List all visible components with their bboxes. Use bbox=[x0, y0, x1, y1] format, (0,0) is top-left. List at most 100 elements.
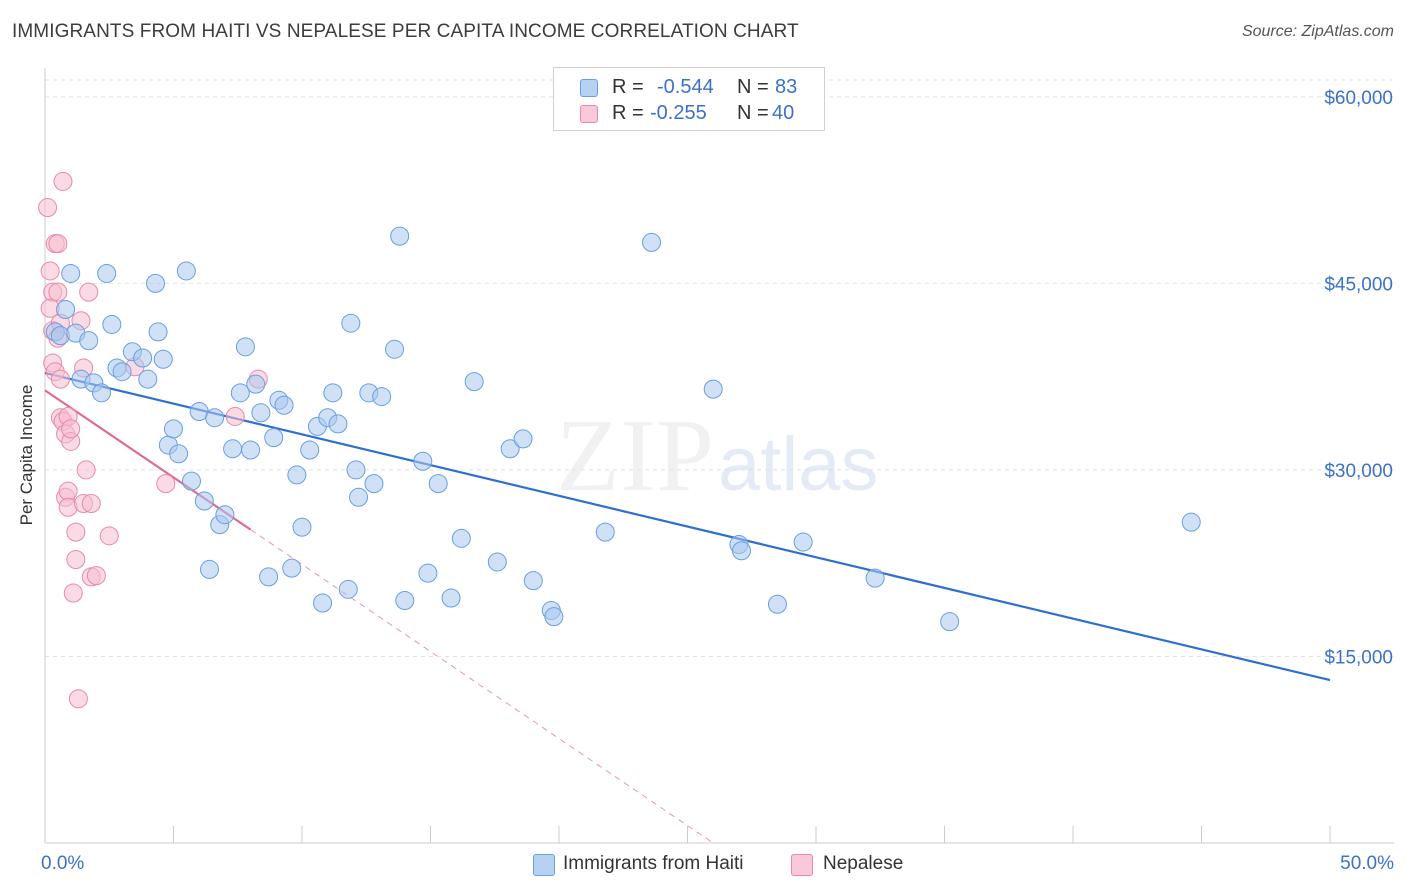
haiti-point bbox=[164, 419, 183, 439]
haiti-point bbox=[323, 383, 343, 403]
haiti-point bbox=[138, 369, 158, 389]
nepalese-point bbox=[48, 234, 68, 254]
haiti-point bbox=[79, 331, 99, 351]
haiti-point bbox=[940, 612, 960, 632]
haiti-point bbox=[215, 505, 235, 525]
haiti-point bbox=[642, 232, 662, 252]
chart-source: Source: ZipAtlas.com bbox=[1241, 23, 1394, 40]
haiti-point bbox=[523, 571, 543, 591]
haiti-point bbox=[595, 522, 615, 542]
chart-title: IMMIGRANTS FROM HAITI VS NEPALESE PER CA… bbox=[12, 21, 799, 42]
gridlines bbox=[45, 79, 1394, 657]
haiti-point bbox=[176, 261, 196, 281]
nepalese-point bbox=[61, 419, 81, 439]
legend-haiti-label: Immigrants from Haiti bbox=[563, 853, 744, 874]
haiti-point bbox=[338, 579, 358, 599]
n-value: 40 bbox=[772, 102, 795, 124]
haiti-point bbox=[61, 263, 81, 283]
haiti-point bbox=[148, 322, 168, 342]
haiti-point bbox=[205, 408, 225, 428]
nepalese-point bbox=[225, 406, 245, 426]
haiti-point bbox=[865, 568, 885, 588]
n-label: N = bbox=[737, 102, 769, 124]
haiti-point bbox=[395, 591, 415, 611]
nepalese-point bbox=[68, 689, 88, 709]
haiti-point bbox=[181, 471, 201, 491]
haiti-point bbox=[287, 465, 307, 485]
haiti-point bbox=[169, 444, 189, 464]
haiti-point bbox=[259, 567, 279, 587]
legend-nepalese-swatch bbox=[791, 854, 813, 876]
nepalese-point bbox=[40, 261, 60, 281]
haiti-point bbox=[341, 313, 361, 333]
haiti-point bbox=[313, 593, 333, 613]
haiti-point bbox=[487, 552, 507, 572]
y-tick-labels: $15,000 $30,000 $45,000 $60,000 bbox=[1324, 88, 1393, 669]
haiti-point bbox=[241, 440, 261, 460]
haiti-point bbox=[390, 226, 410, 246]
x-tick-labels: 0.0% 50.0% bbox=[41, 853, 1394, 874]
axes bbox=[44, 68, 1394, 844]
watermark: ZIP atlas bbox=[556, 398, 879, 513]
y-tick-label: $30,000 bbox=[1324, 461, 1393, 482]
nepalese-point bbox=[58, 481, 78, 501]
haiti-swatch bbox=[580, 79, 598, 97]
haiti-point bbox=[146, 273, 166, 293]
n-value: 83 bbox=[775, 76, 798, 98]
x-tick-label: 0.0% bbox=[41, 853, 84, 874]
haiti-point bbox=[153, 349, 173, 369]
y-axis-title: Per Capita Income bbox=[17, 384, 36, 526]
haiti-point bbox=[274, 395, 294, 415]
nepalese-point bbox=[66, 549, 86, 569]
r-value: -0.544 bbox=[657, 76, 714, 98]
stats-row-haiti: R = -0.544 N = 83 bbox=[554, 76, 824, 100]
y-tick-label: $15,000 bbox=[1324, 647, 1393, 668]
nepalese-swatch bbox=[580, 105, 598, 123]
haiti-point bbox=[235, 337, 255, 357]
haiti-point bbox=[731, 541, 751, 561]
haiti-point bbox=[418, 563, 438, 583]
y-tick-label: $60,000 bbox=[1324, 88, 1393, 109]
nepalese-point bbox=[81, 494, 101, 514]
haiti-point bbox=[544, 607, 564, 627]
haiti-point bbox=[112, 362, 132, 382]
nepalese-point bbox=[48, 282, 68, 302]
haiti-trend-line bbox=[44, 371, 1331, 682]
haiti-point bbox=[199, 559, 219, 579]
haiti-point bbox=[513, 429, 533, 449]
haiti-point bbox=[793, 532, 813, 552]
haiti-point bbox=[97, 263, 117, 283]
nepalese-point bbox=[156, 474, 176, 494]
nepalese-trend-line bbox=[44, 389, 252, 531]
haiti-point bbox=[703, 379, 723, 399]
haiti-point bbox=[451, 528, 471, 548]
haiti-points bbox=[45, 226, 1201, 632]
r-value: -0.255 bbox=[650, 102, 707, 124]
legend: Immigrants from Haiti Nepalese bbox=[0, 852, 1406, 878]
nepalese-point bbox=[63, 583, 83, 603]
legend-haiti-swatch bbox=[533, 854, 555, 876]
haiti-point bbox=[56, 300, 76, 320]
haiti-point bbox=[428, 474, 448, 494]
nepalese-point bbox=[99, 526, 119, 546]
nepalese-point bbox=[86, 566, 106, 586]
haiti-point bbox=[223, 439, 243, 459]
r-label: R = bbox=[612, 76, 644, 98]
haiti-point bbox=[230, 383, 250, 403]
haiti-point bbox=[194, 491, 214, 511]
stats-row-nepalese: R = -0.255 N = 40 bbox=[554, 102, 824, 126]
haiti-point bbox=[349, 487, 369, 507]
r-label: R = bbox=[612, 102, 644, 124]
haiti-point bbox=[364, 474, 384, 494]
haiti-point bbox=[441, 588, 461, 608]
haiti-point bbox=[413, 451, 433, 471]
haiti-point bbox=[500, 439, 520, 459]
haiti-point bbox=[133, 348, 153, 368]
haiti-point bbox=[328, 414, 348, 434]
haiti-point bbox=[1181, 512, 1201, 532]
haiti-point bbox=[264, 428, 284, 448]
nepalese-point bbox=[38, 198, 58, 218]
haiti-point bbox=[464, 372, 484, 392]
nepalese-point bbox=[53, 171, 73, 191]
